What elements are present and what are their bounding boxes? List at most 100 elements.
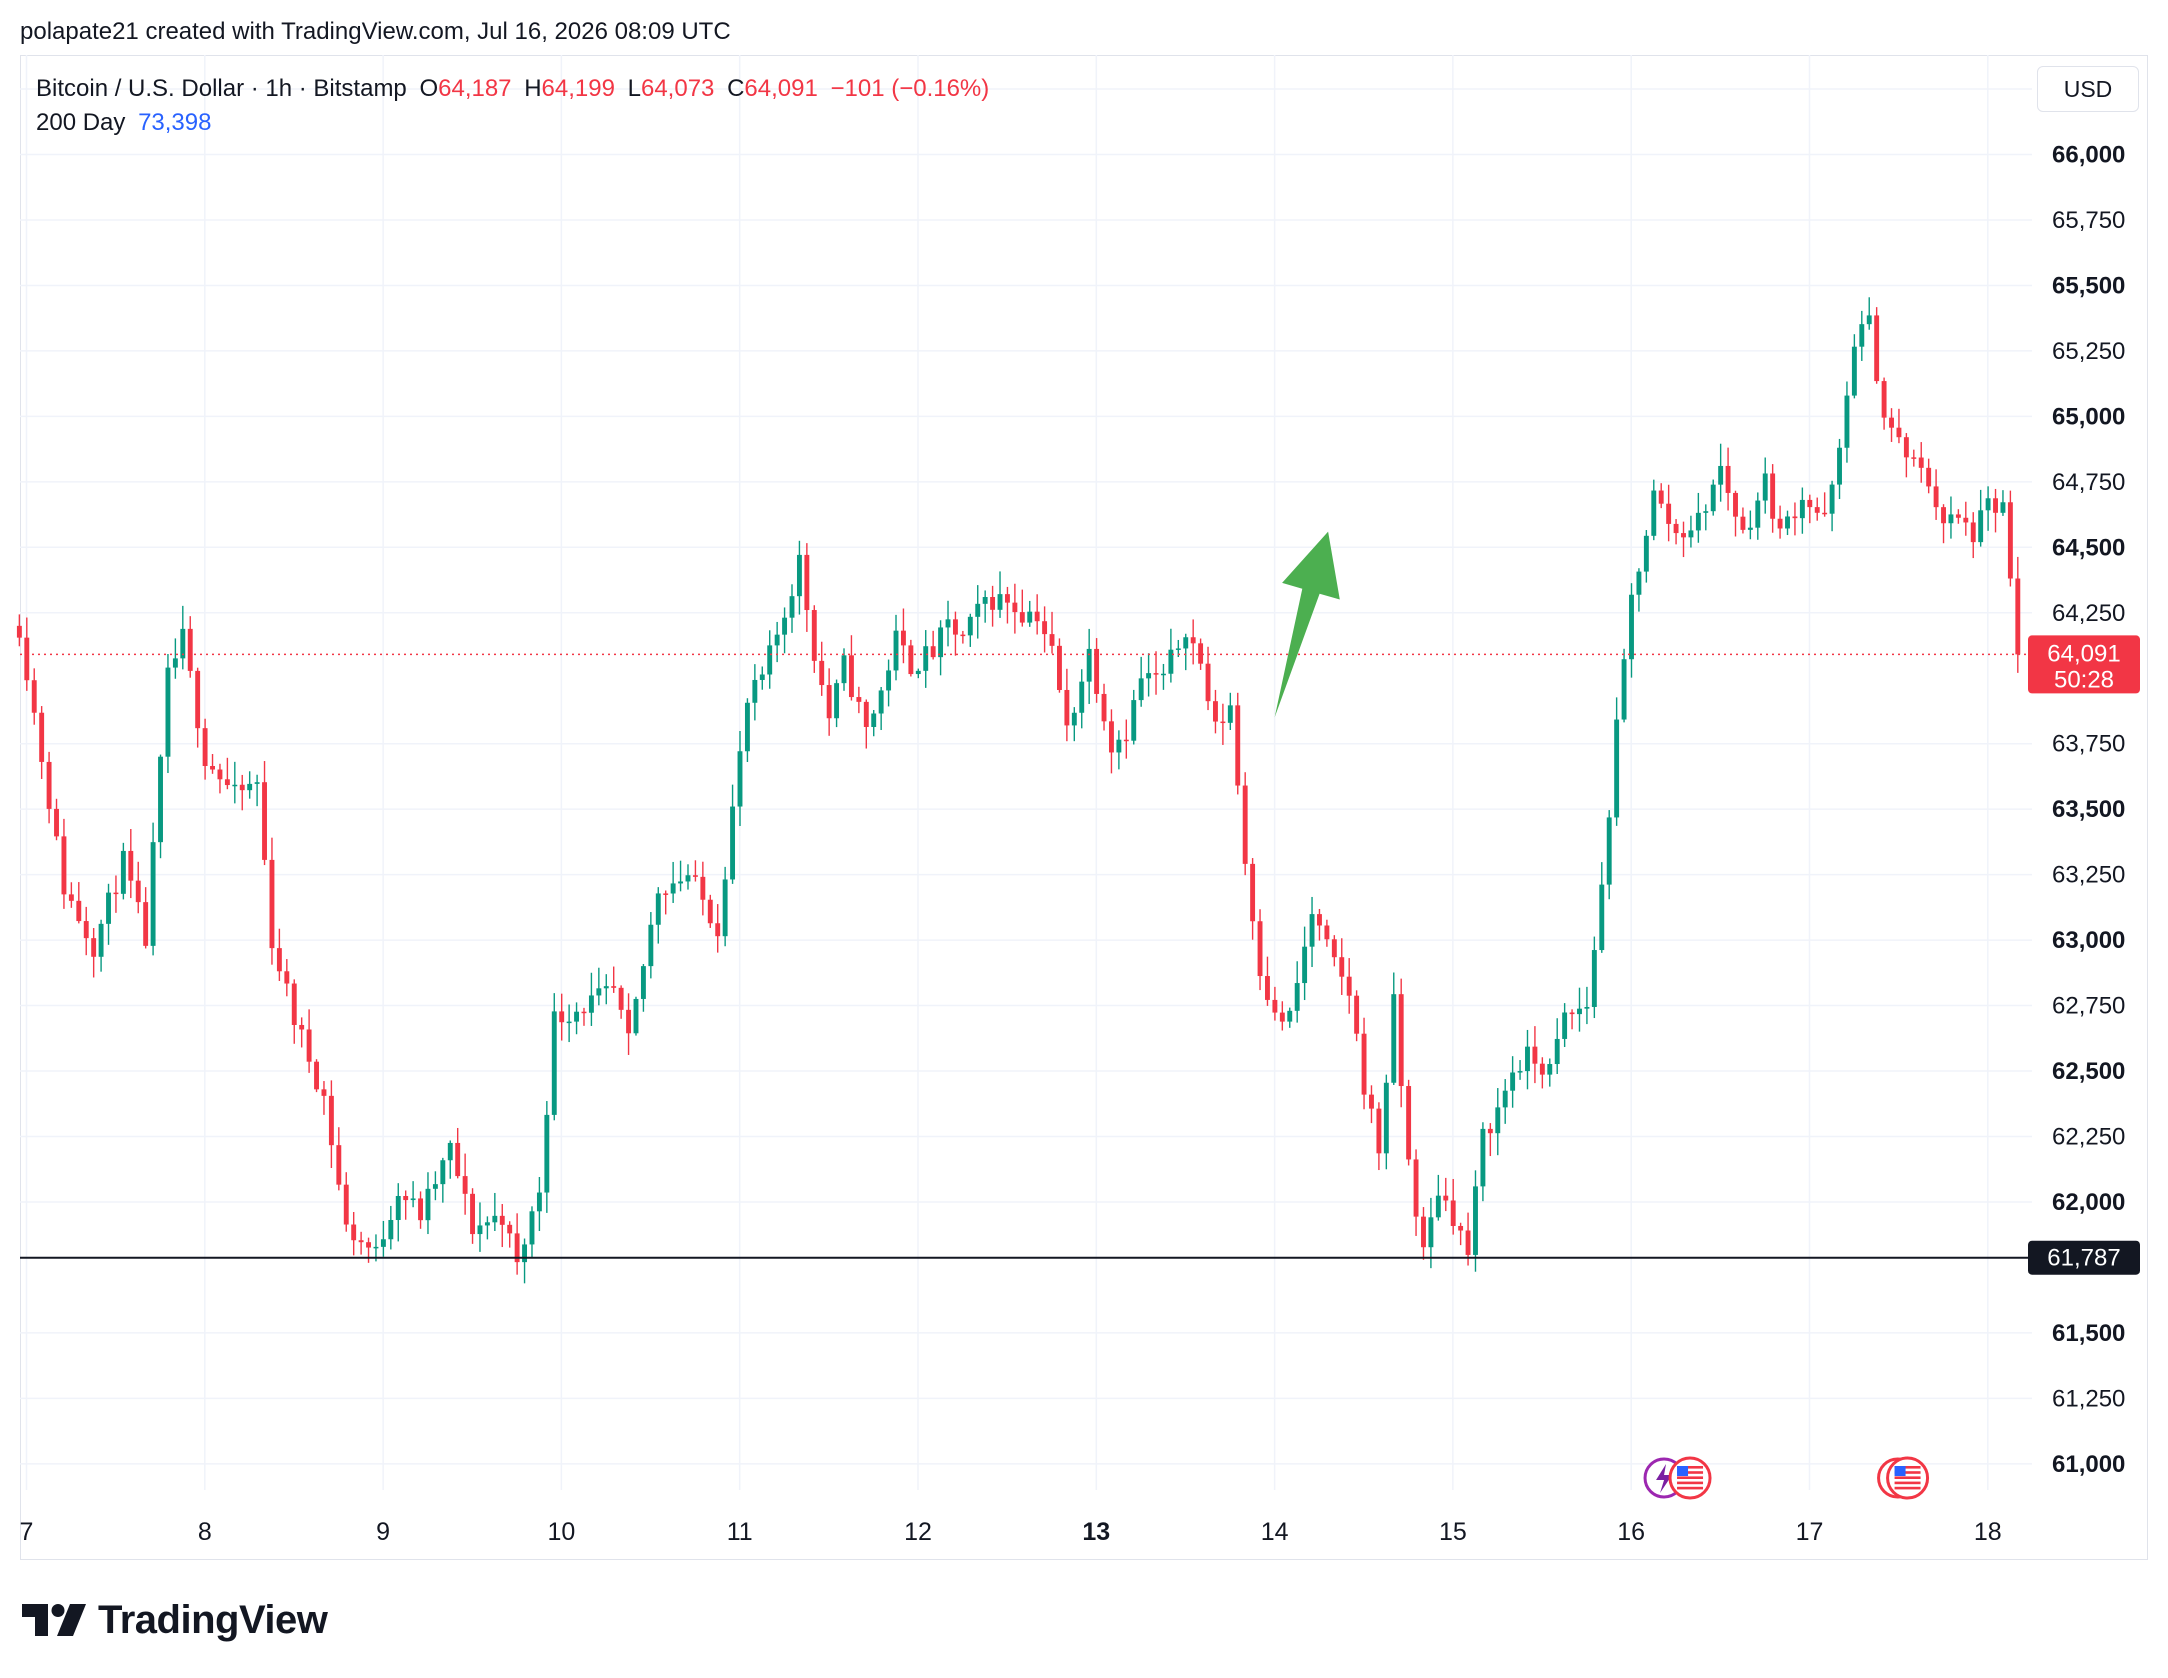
- candle-body[interactable]: [1346, 976, 1352, 996]
- candle-body[interactable]: [1859, 324, 1865, 347]
- candle-body[interactable]: [1153, 673, 1159, 675]
- candle-body[interactable]: [1495, 1107, 1501, 1134]
- candle-body[interactable]: [1071, 712, 1077, 726]
- candle-body[interactable]: [536, 1192, 542, 1212]
- candle-body[interactable]: [678, 881, 684, 884]
- candle-body[interactable]: [16, 625, 22, 638]
- candle-body[interactable]: [418, 1198, 423, 1221]
- candle-body[interactable]: [128, 850, 134, 881]
- candle-body[interactable]: [202, 728, 208, 767]
- candle-body[interactable]: [566, 1021, 572, 1024]
- candle-body[interactable]: [863, 701, 869, 727]
- candle-body[interactable]: [522, 1244, 528, 1263]
- candle-body[interactable]: [328, 1095, 334, 1146]
- candle-body[interactable]: [603, 986, 609, 989]
- candle-body[interactable]: [1443, 1195, 1449, 1201]
- candle-body[interactable]: [1049, 634, 1055, 646]
- candle-body[interactable]: [31, 680, 37, 713]
- candle-body[interactable]: [782, 617, 788, 635]
- candle-body[interactable]: [299, 1024, 305, 1030]
- candle-body[interactable]: [1792, 516, 1798, 519]
- tradingview-logo[interactable]: TradingView: [22, 1598, 328, 1642]
- candle-body[interactable]: [1428, 1217, 1434, 1248]
- candle-body[interactable]: [321, 1089, 327, 1096]
- candle-body[interactable]: [834, 683, 840, 719]
- candle-body[interactable]: [492, 1215, 498, 1223]
- candle-body[interactable]: [1889, 417, 1894, 428]
- candle-body[interactable]: [1450, 1200, 1456, 1226]
- candle-body[interactable]: [462, 1176, 468, 1194]
- candle-body[interactable]: [618, 987, 624, 1010]
- candle-body[interactable]: [1740, 516, 1746, 530]
- candle-body[interactable]: [1621, 659, 1627, 720]
- candle-body[interactable]: [1123, 739, 1129, 742]
- candle-body[interactable]: [1569, 1012, 1575, 1015]
- candle-body[interactable]: [1985, 498, 1991, 511]
- candle-body[interactable]: [1703, 511, 1709, 513]
- currency-button[interactable]: USD: [2037, 66, 2139, 112]
- candle-body[interactable]: [596, 988, 602, 996]
- candle-body[interactable]: [1339, 957, 1345, 977]
- candle-body[interactable]: [1837, 447, 1842, 485]
- candle-body[interactable]: [1926, 467, 1932, 487]
- candle-body[interactable]: [900, 630, 906, 646]
- candle-body[interactable]: [1970, 522, 1976, 543]
- candle-body[interactable]: [1287, 1010, 1293, 1022]
- candle-body[interactable]: [1480, 1128, 1486, 1187]
- candle-body[interactable]: [1955, 514, 1961, 518]
- candle-body[interactable]: [1658, 490, 1664, 504]
- candle-body[interactable]: [611, 986, 617, 988]
- candle-body[interactable]: [158, 756, 163, 843]
- candle-body[interactable]: [685, 875, 691, 882]
- candle-body[interactable]: [358, 1240, 364, 1243]
- candle-body[interactable]: [871, 713, 877, 727]
- candle-body[interactable]: [1168, 649, 1174, 674]
- candle-body[interactable]: [46, 761, 52, 809]
- candle-body[interactable]: [1948, 514, 1954, 524]
- candle-body[interactable]: [410, 1198, 416, 1201]
- candle-body[interactable]: [1406, 1086, 1412, 1160]
- candle-body[interactable]: [737, 751, 743, 807]
- candle-body[interactable]: [24, 637, 30, 681]
- candle-body[interactable]: [395, 1195, 401, 1221]
- candle-body[interactable]: [767, 645, 773, 675]
- candle-body[interactable]: [306, 1029, 312, 1062]
- candle-body[interactable]: [559, 1011, 565, 1023]
- candle-body[interactable]: [930, 646, 936, 658]
- candle-body[interactable]: [670, 883, 676, 894]
- candle-body[interactable]: [254, 782, 260, 784]
- candle-body[interactable]: [425, 1188, 431, 1221]
- candle-body[interactable]: [1213, 701, 1218, 722]
- candle-body[interactable]: [1636, 571, 1642, 595]
- candle-body[interactable]: [172, 658, 178, 668]
- candle-body[interactable]: [1785, 516, 1790, 529]
- candle-body[interactable]: [938, 627, 944, 658]
- candle-body[interactable]: [68, 894, 74, 901]
- candle-body[interactable]: [351, 1224, 357, 1241]
- candle-body[interactable]: [1019, 612, 1025, 623]
- candle-body[interactable]: [975, 603, 981, 617]
- candle-body[interactable]: [150, 842, 156, 946]
- candle-body[interactable]: [1272, 999, 1278, 1013]
- candle-body[interactable]: [626, 1009, 632, 1034]
- candle-body[interactable]: [1911, 457, 1917, 459]
- candle-body[interactable]: [499, 1215, 505, 1225]
- candle-body[interactable]: [1317, 914, 1322, 926]
- candle-body[interactable]: [239, 784, 245, 791]
- candle-body[interactable]: [1874, 315, 1880, 382]
- candle-body[interactable]: [1896, 427, 1902, 438]
- candle-body[interactable]: [1963, 517, 1969, 523]
- candle-body[interactable]: [1383, 1082, 1389, 1154]
- candle-body[interactable]: [484, 1222, 490, 1226]
- candle-body[interactable]: [1391, 994, 1397, 1083]
- candle-body[interactable]: [195, 670, 201, 729]
- candle-body[interactable]: [1584, 1006, 1590, 1009]
- candle-body[interactable]: [388, 1220, 394, 1240]
- candle-body[interactable]: [1554, 1038, 1560, 1065]
- candle-body[interactable]: [588, 995, 594, 1013]
- candle-body[interactable]: [262, 782, 267, 860]
- candle-body[interactable]: [276, 948, 282, 972]
- candle-body[interactable]: [1398, 994, 1404, 1087]
- candle-body[interactable]: [210, 766, 215, 770]
- candle-body[interactable]: [692, 875, 698, 877]
